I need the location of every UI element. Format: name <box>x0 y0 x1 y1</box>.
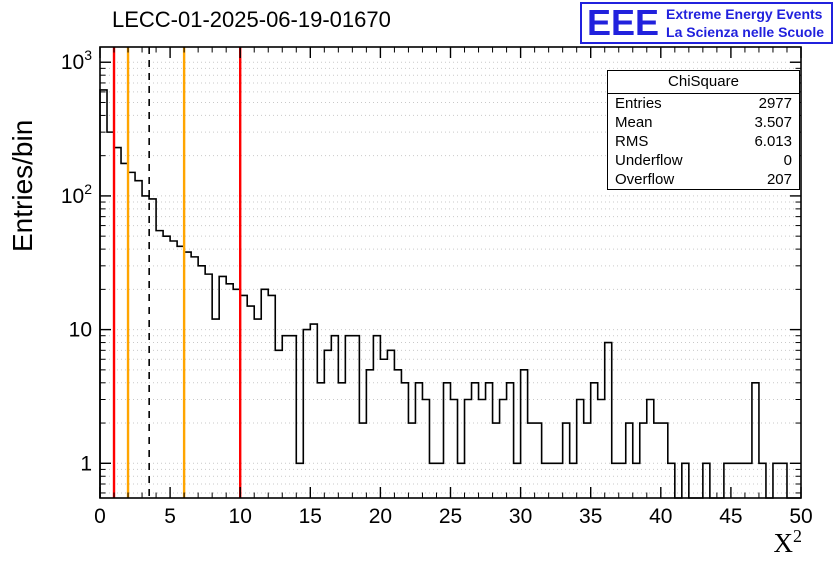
x-tick-label: 35 <box>579 505 602 528</box>
y-tick-label: 103 <box>61 47 92 74</box>
x-tick-label: 45 <box>719 505 742 528</box>
stats-label: RMS <box>615 133 649 150</box>
x-tick-label: 40 <box>649 505 672 528</box>
stats-label: Overflow <box>615 171 675 188</box>
x-axis-label: X2 <box>774 526 803 558</box>
stats-value: 6.013 <box>754 133 792 150</box>
stats-value: 207 <box>766 171 792 188</box>
eee-logo-monogram: EEE <box>587 2 660 44</box>
eee-logo-text: Extreme Energy Events La Scienza nelle S… <box>666 5 824 41</box>
stats-label: Underflow <box>615 152 683 169</box>
y-tick-label: 102 <box>61 181 92 208</box>
stats-value: 3.507 <box>754 114 792 131</box>
y-tick-label: 10 <box>69 319 92 342</box>
x-tick-label: 0 <box>94 505 106 528</box>
x-tick-label: 15 <box>299 505 322 528</box>
histogram-line <box>99 89 801 499</box>
stats-row-entries: Entries 2977 <box>608 94 799 113</box>
x-axis-label-sup: 2 <box>793 526 802 546</box>
stats-row-rms: RMS 6.013 <box>608 132 799 151</box>
x-tick-label: 25 <box>439 505 462 528</box>
stats-label: Entries <box>615 95 662 112</box>
stats-box: ChiSquare Entries 2977 Mean 3.507 RMS 6.… <box>607 70 800 190</box>
x-tick-label: 20 <box>369 505 392 528</box>
x-tick-label: 30 <box>509 505 532 528</box>
plot-generated-layer: 0 5 10 15 20 25 30 35 40 45 50 1 10 102 103 <box>61 46 813 528</box>
stats-box-title: ChiSquare <box>608 71 799 94</box>
x-tick-label: 5 <box>164 505 176 528</box>
x-axis-label-base: X <box>774 528 794 558</box>
y-tick-label: 1 <box>80 452 92 475</box>
x-tick-label: 50 <box>789 505 812 528</box>
y-axis-label: Entries/bin <box>7 120 38 252</box>
plot-title: LECC-01-2025-06-19-01670 <box>112 7 391 32</box>
stats-row-mean: Mean 3.507 <box>608 113 799 132</box>
stats-label: Mean <box>615 114 653 131</box>
stats-value: 2977 <box>758 95 792 112</box>
eee-logo: EEE Extreme Energy Events La Scienza nel… <box>580 2 833 45</box>
stats-value: 0 <box>783 152 792 169</box>
x-tick-label: 10 <box>229 505 252 528</box>
stats-row-underflow: Underflow 0 <box>608 151 799 170</box>
stats-row-overflow: Overflow 207 <box>608 170 799 189</box>
eee-logo-line1: Extreme Energy Events <box>666 6 823 22</box>
eee-logo-line2: La Scienza nelle Scuole <box>666 24 824 41</box>
